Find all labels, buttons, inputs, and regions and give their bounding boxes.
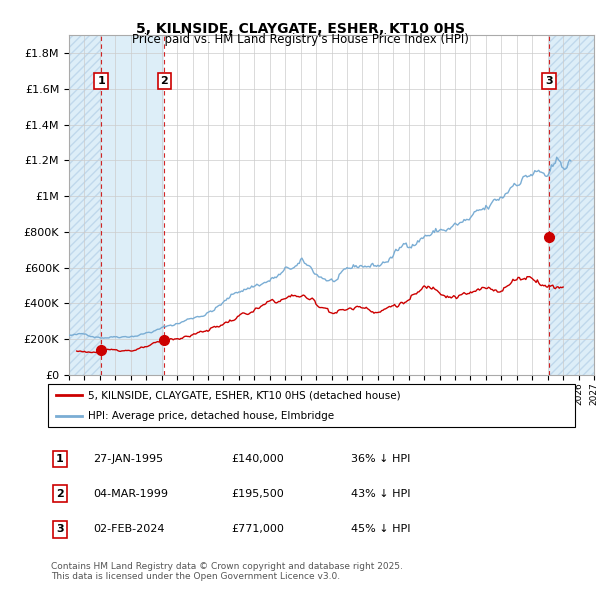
Text: 36% ↓ HPI: 36% ↓ HPI xyxy=(351,454,410,464)
Text: £140,000: £140,000 xyxy=(231,454,284,464)
Text: 5, KILNSIDE, CLAYGATE, ESHER, KT10 0HS: 5, KILNSIDE, CLAYGATE, ESHER, KT10 0HS xyxy=(136,22,464,36)
Bar xyxy=(69,35,101,375)
Text: £771,000: £771,000 xyxy=(231,525,284,534)
Text: Contains HM Land Registry data © Crown copyright and database right 2025.
This d: Contains HM Land Registry data © Crown c… xyxy=(51,562,403,581)
Text: 2: 2 xyxy=(56,489,64,499)
Text: 1: 1 xyxy=(97,76,105,86)
Text: 5, KILNSIDE, CLAYGATE, ESHER, KT10 0HS (detached house): 5, KILNSIDE, CLAYGATE, ESHER, KT10 0HS (… xyxy=(88,391,400,401)
Text: 02-FEB-2024: 02-FEB-2024 xyxy=(93,525,164,534)
FancyBboxPatch shape xyxy=(48,385,575,427)
Text: 3: 3 xyxy=(56,525,64,534)
Text: Price paid vs. HM Land Registry's House Price Index (HPI): Price paid vs. HM Land Registry's House … xyxy=(131,33,469,46)
Text: 27-JAN-1995: 27-JAN-1995 xyxy=(93,454,163,464)
Text: £195,500: £195,500 xyxy=(231,489,284,499)
Text: 04-MAR-1999: 04-MAR-1999 xyxy=(93,489,168,499)
Bar xyxy=(549,35,594,375)
Text: HPI: Average price, detached house, Elmbridge: HPI: Average price, detached house, Elmb… xyxy=(88,411,334,421)
Bar xyxy=(101,35,164,375)
Text: 45% ↓ HPI: 45% ↓ HPI xyxy=(351,525,410,534)
Text: 3: 3 xyxy=(545,76,553,86)
Text: 1: 1 xyxy=(56,454,64,464)
Text: 2: 2 xyxy=(160,76,168,86)
Text: 43% ↓ HPI: 43% ↓ HPI xyxy=(351,489,410,499)
